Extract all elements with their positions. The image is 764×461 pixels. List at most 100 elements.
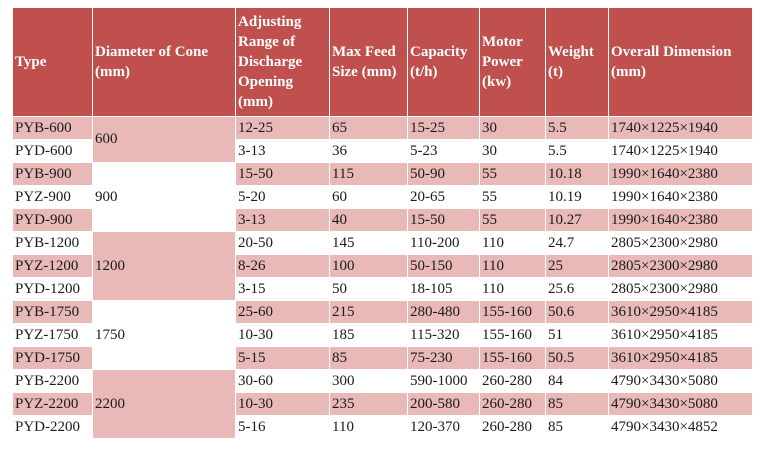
cell-weight: 85	[545, 392, 609, 416]
cell-motor-power: 260-280	[479, 392, 546, 416]
cell-weight: 50.5	[545, 346, 609, 370]
cell-capacity: 75-230	[407, 346, 480, 370]
cell-adjusting-range: 3-13	[235, 139, 330, 163]
header-diameter: Diameter of Cone (mm)	[92, 7, 236, 117]
cell-diameter: 900	[92, 162, 236, 232]
cell-type: PYZ-2200	[12, 392, 93, 416]
cell-weight: 84	[545, 369, 609, 393]
cell-adjusting-range: 5-15	[235, 346, 330, 370]
cell-max-feed-size: 115	[329, 162, 408, 186]
table-row: PYZ-1750 10-30 185 115-320 155-160 51 3610×295…	[12, 323, 753, 347]
table-row: PYD-600 3-13 36 5-23 30 5.5 1740×1225×1940	[12, 139, 753, 163]
cell-type: PYZ-1750	[12, 323, 93, 347]
cell-max-feed-size: 185	[329, 323, 408, 347]
cell-max-feed-size: 85	[329, 346, 408, 370]
cell-motor-power: 260-280	[479, 415, 546, 439]
cell-capacity: 50-150	[407, 254, 480, 278]
cell-weight: 85	[545, 415, 609, 439]
cell-adjusting-range: 15-50	[235, 162, 330, 186]
cell-type: PYZ-900	[12, 185, 93, 209]
table-row: PYD-2200 5-16 110 120-370 260-280 85 4790×3430…	[12, 415, 753, 439]
cell-weight: 50.6	[545, 300, 609, 324]
cell-capacity: 115-320	[407, 323, 480, 347]
cell-capacity: 50-90	[407, 162, 480, 186]
table-row: PYD-900 3-13 40 15-50 55 10.27 1990×1640×2380	[12, 208, 753, 232]
header-motor-power: Motor Power (kw)	[479, 7, 546, 117]
cell-max-feed-size: 36	[329, 139, 408, 163]
header-type: Type	[12, 7, 93, 117]
cell-max-feed-size: 65	[329, 116, 408, 140]
cell-adjusting-range: 12-25	[235, 116, 330, 140]
cell-overall-dimension: 2805×2300×2980	[608, 277, 753, 301]
cell-adjusting-range: 5-16	[235, 415, 330, 439]
header-adjusting-range: Adjusting Range of Discharge Opening (mm…	[235, 7, 330, 117]
table-row: PYB-1200 1200 20-50 145 110-200 110 24.7 2805×2…	[12, 231, 753, 301]
cell-type: PYD-2200	[12, 415, 93, 439]
cell-overall-dimension: 1990×1640×2380	[608, 208, 753, 232]
cell-diameter: 1200	[92, 231, 236, 301]
cell-capacity: 200-580	[407, 392, 480, 416]
cell-max-feed-size: 215	[329, 300, 408, 324]
cell-diameter: 2200	[92, 369, 236, 439]
cell-capacity: 110-200	[407, 231, 480, 255]
table-body: PYB-600 600 12-25 65 15-25 30 5.5 1740×1225×194…	[12, 116, 753, 439]
cell-type: PYD-1200	[12, 277, 93, 301]
table-row: PYZ-1200 8-26 100 50-150 110 25 2805×2300×2980	[12, 254, 753, 278]
cell-diameter: 1750	[92, 300, 236, 370]
cell-max-feed-size: 50	[329, 277, 408, 301]
cell-max-feed-size: 235	[329, 392, 408, 416]
cell-weight: 10.27	[545, 208, 609, 232]
cell-max-feed-size: 110	[329, 415, 408, 439]
cell-weight: 5.5	[545, 139, 609, 163]
cell-type: PYB-2200	[12, 369, 93, 393]
cell-weight: 10.19	[545, 185, 609, 209]
cell-overall-dimension: 2805×2300×2980	[608, 254, 753, 278]
cell-type: PYD-1750	[12, 346, 93, 370]
cell-motor-power: 155-160	[479, 346, 546, 370]
spec-table-container: Type Diameter of Cone (mm) Adjusting Ran…	[12, 7, 753, 439]
cell-max-feed-size: 100	[329, 254, 408, 278]
cell-adjusting-range: 5-20	[235, 185, 330, 209]
cell-capacity: 15-50	[407, 208, 480, 232]
cell-capacity: 120-370	[407, 415, 480, 439]
table-header: Type Diameter of Cone (mm) Adjusting Ran…	[12, 7, 753, 117]
cell-motor-power: 110	[479, 254, 546, 278]
cell-diameter: 600	[92, 116, 236, 163]
cell-capacity: 18-105	[407, 277, 480, 301]
cell-motor-power: 260-280	[479, 369, 546, 393]
cell-adjusting-range: 8-26	[235, 254, 330, 278]
cell-max-feed-size: 145	[329, 231, 408, 255]
cell-overall-dimension: 3610×2950×4185	[608, 323, 753, 347]
cell-capacity: 590-1000	[407, 369, 480, 393]
cell-motor-power: 155-160	[479, 323, 546, 347]
table-row: PYB-600 600 12-25 65 15-25 30 5.5 1740×1225×194…	[12, 116, 753, 163]
cell-adjusting-range: 3-13	[235, 208, 330, 232]
header-max-feed-size: Max Feed Size (mm)	[329, 7, 408, 117]
cell-type: PYB-900	[12, 162, 93, 186]
header-capacity: Capacity (t/h)	[407, 7, 480, 117]
cell-motor-power: 30	[479, 139, 546, 163]
cell-type: PYD-600	[12, 139, 93, 163]
cell-overall-dimension: 1740×1225×1940	[608, 139, 753, 163]
table-row: PYZ-2200 10-30 235 200-580 260-280 85 4790×343…	[12, 392, 753, 416]
header-weight: Weight (t)	[545, 7, 609, 117]
cell-weight: 51	[545, 323, 609, 347]
cell-adjusting-range: 10-30	[235, 323, 330, 347]
cell-adjusting-range: 30-60	[235, 369, 330, 393]
cell-type: PYB-600	[12, 116, 93, 140]
cell-weight: 10.18	[545, 162, 609, 186]
table-row: PYB-1750 1750 25-60 215 280-480 155-160 50.6 36…	[12, 300, 753, 370]
cell-motor-power: 55	[479, 162, 546, 186]
cell-overall-dimension: 4790×3430×4852	[608, 415, 753, 439]
table-row: PYB-2200 2200 30-60 300 590-1000 260-280 84 479…	[12, 369, 753, 439]
cell-type: PYB-1750	[12, 300, 93, 324]
cell-weight: 24.7	[545, 231, 609, 255]
cell-type: PYB-1200	[12, 231, 93, 255]
crusher-spec-table: Type Diameter of Cone (mm) Adjusting Ran…	[12, 7, 753, 439]
cell-motor-power: 110	[479, 231, 546, 255]
header-overall-dimension: Overall Dimension (mm)	[608, 7, 753, 117]
cell-capacity: 280-480	[407, 300, 480, 324]
cell-overall-dimension: 4790×3430×5080	[608, 369, 753, 393]
table-row: PYD-1750 5-15 85 75-230 155-160 50.5 3610×2950…	[12, 346, 753, 370]
header-row: Type Diameter of Cone (mm) Adjusting Ran…	[12, 7, 753, 117]
